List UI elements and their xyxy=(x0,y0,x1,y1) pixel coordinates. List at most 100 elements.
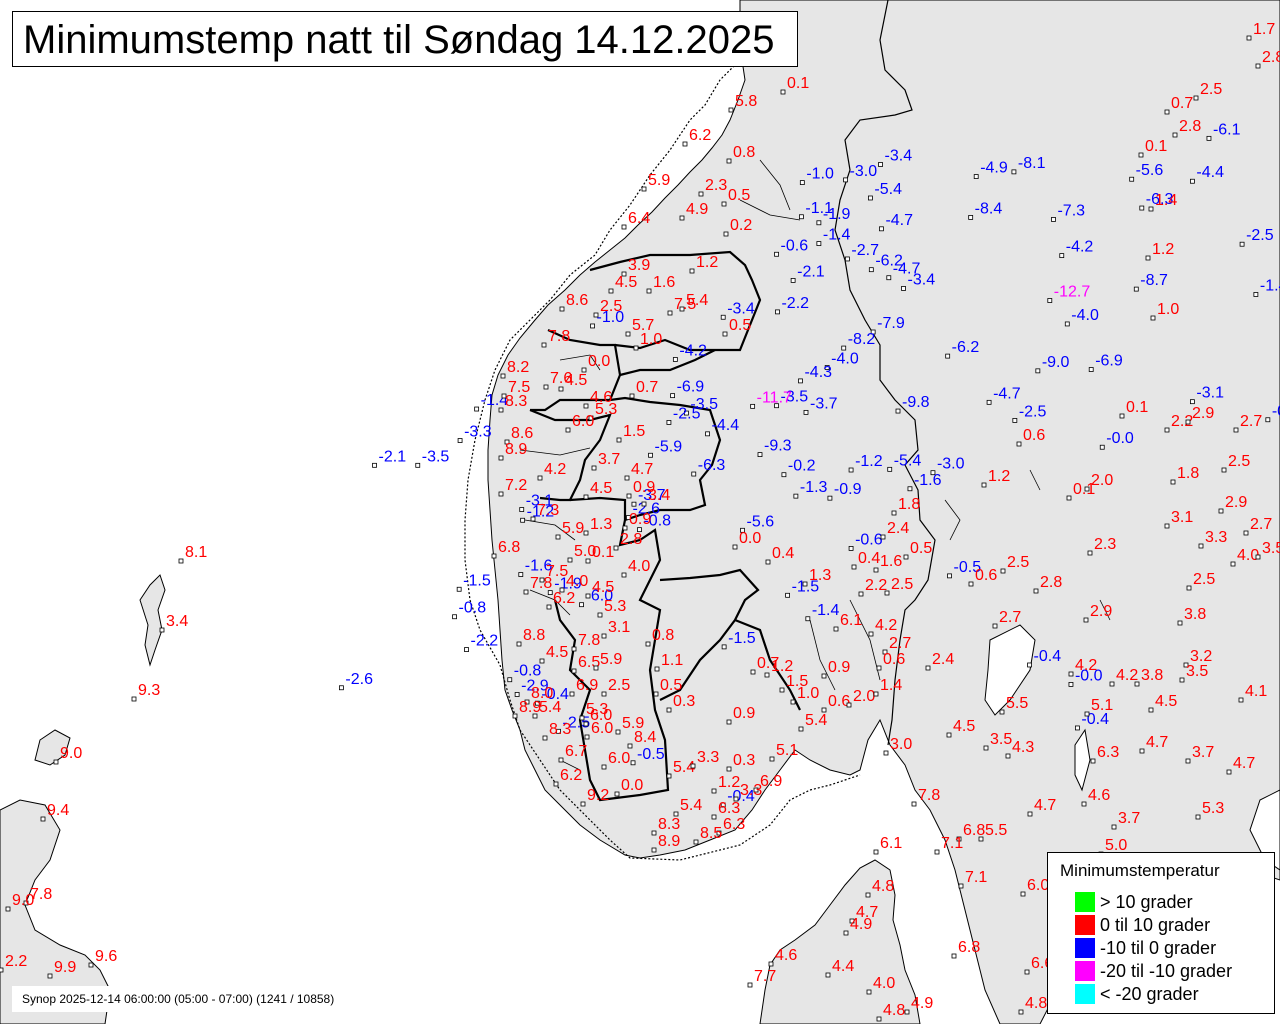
station-marker xyxy=(846,702,852,708)
temperature-label: -3.7 xyxy=(810,395,838,412)
temperature-label: 7.8 xyxy=(548,328,570,345)
temperature-label: 0.0 xyxy=(621,777,643,794)
station-marker xyxy=(983,745,989,751)
station-marker xyxy=(1255,554,1261,560)
station-marker xyxy=(887,466,893,472)
station-marker xyxy=(774,403,779,409)
station-marker xyxy=(40,816,46,822)
station-marker xyxy=(757,452,763,458)
temperature-label: 2.7 xyxy=(889,635,911,652)
temperature-label: 7.8 xyxy=(578,632,600,649)
station-marker xyxy=(1068,682,1074,687)
temperature-label: 1.8 xyxy=(898,496,920,513)
title-box: Minimumstemp natt til Søndag 14.12.2025 xyxy=(12,11,798,67)
station-marker xyxy=(720,314,726,320)
temperature-label: 1.6 xyxy=(880,553,902,570)
station-marker xyxy=(781,472,787,478)
temperature-label: -1.5 xyxy=(728,630,756,647)
station-marker xyxy=(666,707,672,713)
station-marker xyxy=(803,409,809,415)
station-marker xyxy=(1218,508,1224,514)
temperature-label: 4.7 xyxy=(856,904,878,921)
temperature-label: 3.1 xyxy=(1171,509,1193,526)
station-marker xyxy=(597,612,603,618)
station-marker xyxy=(851,564,857,570)
temperature-label: 1.4 xyxy=(880,677,902,694)
station-marker xyxy=(1000,568,1006,574)
temperature-label: -5.4 xyxy=(874,181,902,198)
station-marker xyxy=(1198,543,1204,549)
station-marker xyxy=(750,403,756,409)
station-marker xyxy=(622,525,628,531)
temperature-label: 4.0 xyxy=(873,975,895,992)
station-marker xyxy=(1020,891,1026,897)
station-marker xyxy=(1164,523,1170,529)
temperature-label: 6.7 xyxy=(565,743,587,760)
station-marker xyxy=(672,357,678,362)
station-marker xyxy=(546,604,552,610)
station-marker xyxy=(843,930,849,936)
temperature-label: 8.3 xyxy=(505,393,527,410)
temperature-label: -6.3 xyxy=(1146,191,1174,208)
station-marker xyxy=(1075,725,1080,731)
temperature-label: 7.8 xyxy=(30,886,52,903)
station-marker xyxy=(693,839,699,845)
station-marker xyxy=(1083,617,1089,623)
temperature-label: 4.2 xyxy=(1116,667,1138,684)
temperature-label: 6.2 xyxy=(553,590,575,607)
station-marker xyxy=(679,215,685,221)
station-marker xyxy=(1011,169,1017,175)
station-marker xyxy=(723,231,729,237)
temperature-label: 2.4 xyxy=(887,520,909,537)
station-marker xyxy=(848,546,854,551)
station-marker xyxy=(790,699,796,705)
temperature-label: 5.0 xyxy=(574,543,596,560)
temperature-label: 2.8 xyxy=(1040,574,1062,591)
temperature-label: 1.1 xyxy=(661,652,683,669)
temperature-label: -2.5 xyxy=(1246,227,1274,244)
station-marker xyxy=(705,431,710,437)
border-norway-sweden xyxy=(834,0,936,746)
station-marker xyxy=(821,707,827,713)
temperature-label: -11.7 xyxy=(757,389,792,406)
station-marker xyxy=(501,393,507,399)
station-marker xyxy=(981,482,987,488)
temperature-label: -9.3 xyxy=(764,438,792,455)
temperature-label: 3.3 xyxy=(740,782,762,799)
station-marker xyxy=(1206,135,1212,141)
temperature-label: -5.6 xyxy=(1136,162,1164,179)
temperature-label: 0.9 xyxy=(733,705,755,722)
temperature-label: 3.5 xyxy=(1262,540,1280,557)
temperature-label: 1.3 xyxy=(809,567,831,584)
station-marker xyxy=(520,517,526,523)
temperature-label: 4.6 xyxy=(1088,787,1110,804)
station-marker xyxy=(1138,152,1144,158)
station-marker xyxy=(532,713,538,719)
station-marker xyxy=(512,713,518,719)
station-marker xyxy=(621,572,627,578)
temperature-label: -4.7 xyxy=(993,385,1021,402)
temperature-label: 6.8 xyxy=(963,822,985,839)
temperature-label: -1.1 xyxy=(805,200,833,217)
station-marker xyxy=(785,592,790,598)
temperature-label: -1.3 xyxy=(800,479,828,496)
temperature-label: 2.8 xyxy=(620,531,642,548)
legend-label: 0 til 10 grader xyxy=(1100,915,1211,935)
temperature-label: -8.2 xyxy=(848,331,876,348)
station-marker xyxy=(978,836,984,842)
station-marker xyxy=(1090,758,1096,764)
temperature-label: -3.4 xyxy=(727,300,755,317)
station-marker xyxy=(968,581,974,587)
station-marker xyxy=(516,641,522,647)
observation-layer: -6.1 -3.4 -8.1 -3.0 -1.0 -4.9 -5.6 -4.4 -5.4 -8.4… xyxy=(0,21,1280,1022)
temperature-label: -0.0 xyxy=(1106,430,1134,447)
station-marker xyxy=(904,1009,910,1015)
temperature-label: -1.2 xyxy=(527,503,555,520)
station-marker xyxy=(698,191,704,197)
station-marker xyxy=(1193,95,1199,101)
temperature-label: 8.1 xyxy=(185,544,207,561)
station-marker xyxy=(1243,530,1249,536)
station-marker xyxy=(1186,585,1192,591)
station-marker xyxy=(1005,753,1011,759)
